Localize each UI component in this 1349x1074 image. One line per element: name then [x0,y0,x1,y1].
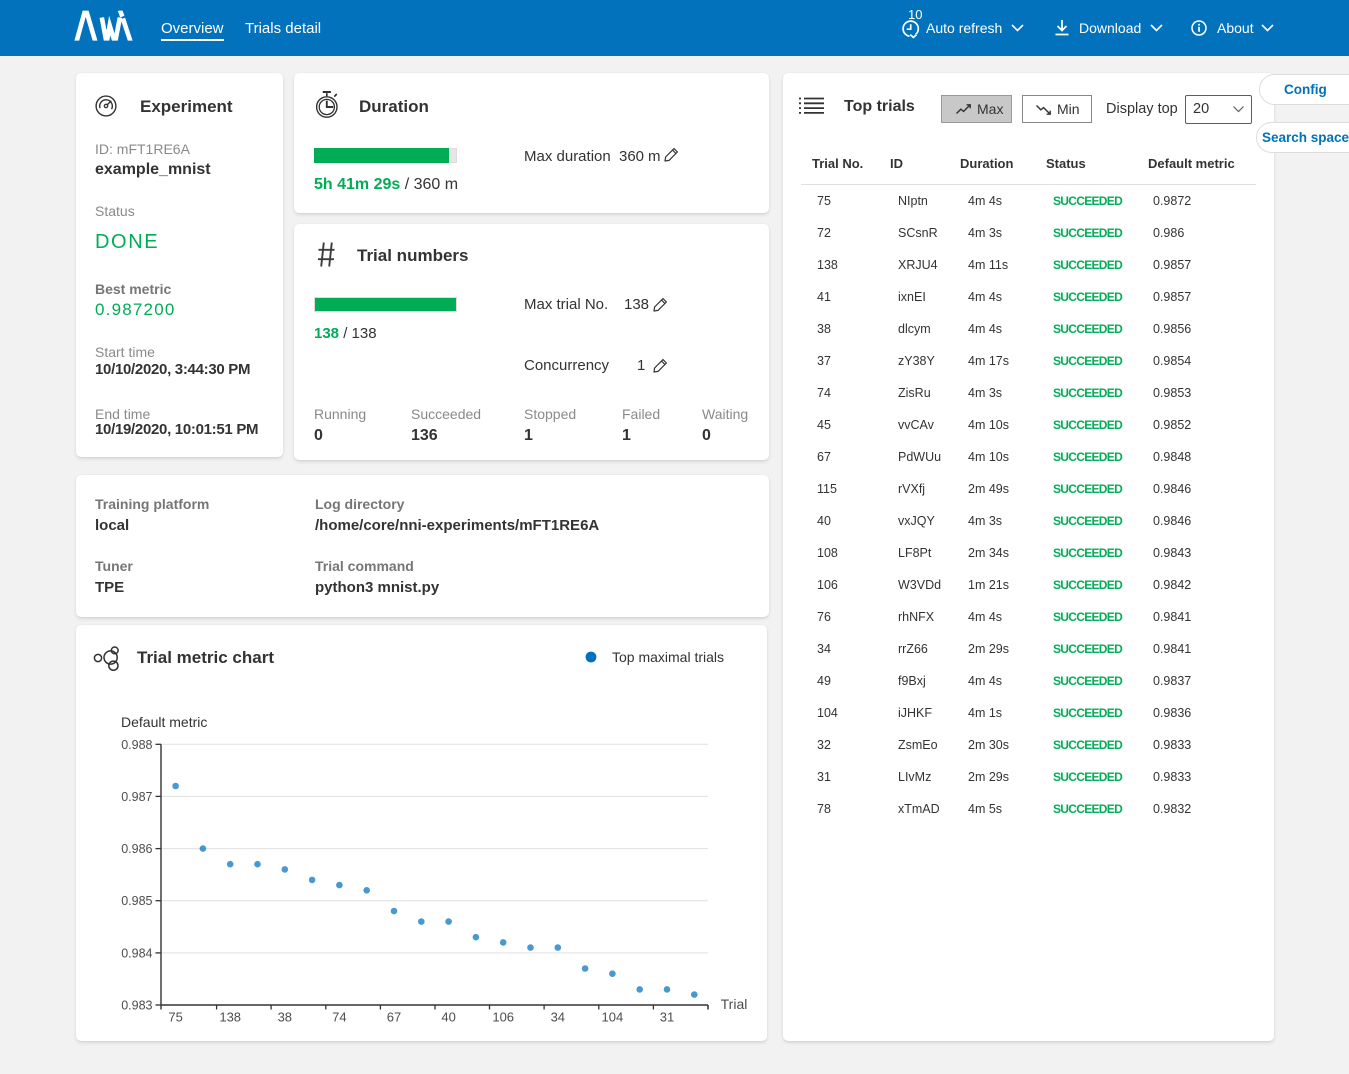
svg-text:40: 40 [441,1010,455,1025]
svg-text:106: 106 [492,1010,514,1025]
svg-text:Trial: Trial [721,996,748,1012]
svg-text:0.986: 0.986 [121,842,152,856]
svg-text:0.984: 0.984 [121,946,152,960]
svg-text:74: 74 [332,1010,346,1025]
svg-text:104: 104 [602,1010,624,1025]
svg-text:38: 38 [278,1010,292,1025]
svg-text:67: 67 [387,1010,401,1025]
svg-text:34: 34 [551,1010,565,1025]
svg-text:0.987: 0.987 [121,790,152,804]
svg-text:138: 138 [219,1010,241,1025]
svg-text:0.983: 0.983 [121,999,152,1013]
svg-text:0.985: 0.985 [121,894,152,908]
svg-text:75: 75 [168,1010,182,1025]
svg-text:31: 31 [660,1010,674,1025]
svg-text:0.988: 0.988 [121,738,152,752]
